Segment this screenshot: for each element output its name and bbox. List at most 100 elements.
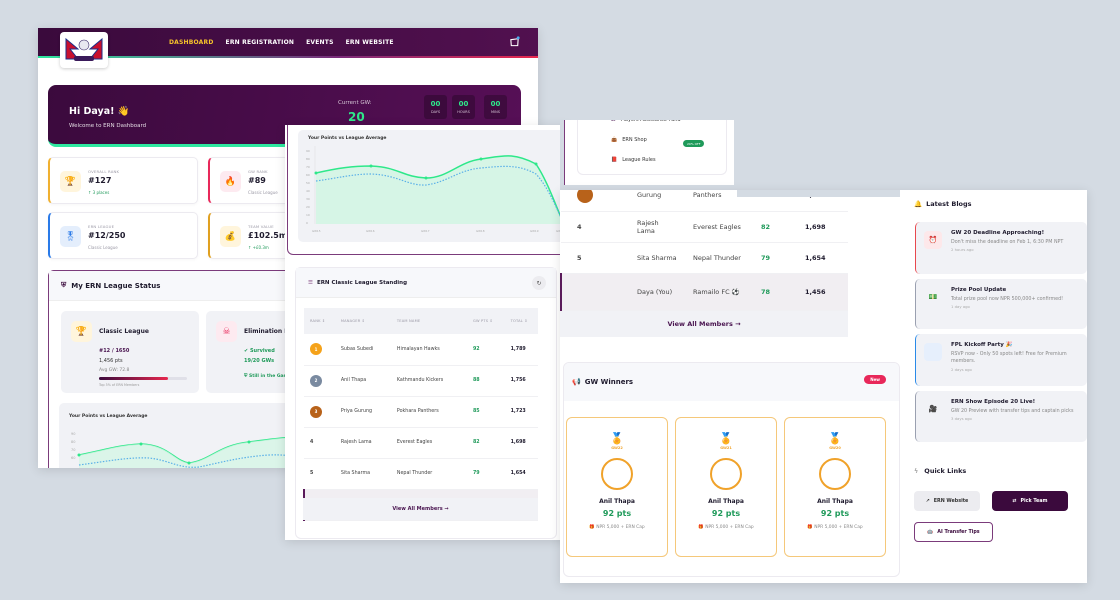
nav-links: DASHBOARD ERN REGISTRATION EVENTS ERN WE… [169, 39, 394, 46]
stat-ern-league: 🎖 ERN LEAGUE #12/250 Classic League [48, 212, 198, 259]
svg-text:GW16: GW16 [366, 229, 375, 233]
fire-icon: 🔥 [220, 171, 241, 192]
nav-ern-registration[interactable]: ERN REGISTRATION [225, 38, 295, 46]
svg-text:GW18: GW18 [476, 229, 485, 233]
coins-icon: 💰 [220, 226, 241, 247]
blog-item[interactable]: 💵 Prize Pool Update Total prize pool now… [915, 279, 1087, 329]
svg-text:GW19: GW19 [530, 229, 539, 233]
svg-text:30: 30 [306, 197, 310, 201]
winner-avatar [710, 458, 742, 490]
table-row: 5 Sita Sharma Nepal Thunder 79 1,654 [304, 458, 538, 490]
svg-text:20: 20 [306, 205, 310, 209]
gift-icon: 🎁 [698, 525, 704, 530]
book-icon: 📕 [611, 157, 618, 163]
svg-text:80: 80 [306, 157, 310, 161]
table-row: 4 Rajesh Lama Everest Eagles 82 1,698 [304, 427, 538, 459]
swap-icon: ⇄ [1012, 498, 1017, 504]
nav-ern-website[interactable]: ERN WEBSITE [345, 38, 394, 46]
svg-text:50: 50 [306, 181, 310, 185]
line-chart-preview: 90 80 70 60 [71, 432, 315, 468]
winner-card[interactable]: 🏅 GW22 Anil Thapa 92 pts 🎁 NPR 5,000 + E… [566, 417, 668, 557]
nepal-flag-logo-icon [65, 37, 103, 61]
robot-icon: 🤖 [927, 529, 934, 535]
blog-item[interactable]: ⏰ GW 20 Deadline Approaching! Don't miss… [915, 222, 1087, 274]
col-manager[interactable]: MANAGER ⇕ [334, 308, 391, 334]
stat-team-value: 💰 TEAM VALUE £102.5m ↑ +£0.3m [208, 212, 358, 259]
current-gw-value: 20 [348, 110, 365, 124]
winner-card[interactable]: 🏅 GW21 Anil Thapa 92 pts 🎁 NPR 5,000 + E… [675, 417, 777, 557]
blog-item[interactable]: 🎥 ERN Show Episode 20 Live! GW 20 Previe… [915, 391, 1087, 442]
quick-menu-screenshot: ⚖ Players Assistance Fund 👜 ERN Shop 20%… [560, 120, 738, 192]
svg-text:GW17: GW17 [421, 229, 430, 233]
money-icon: 💵 [928, 293, 938, 301]
welcome-subtitle: Welcome to ERN Dashboard [69, 123, 147, 129]
nav-dashboard[interactable]: DASHBOARD [169, 38, 214, 46]
gift-icon: 🎁 [589, 525, 595, 530]
menu-ern-shop[interactable]: 👜 ERN Shop [611, 137, 647, 143]
survived-status: ✔ Survived [244, 348, 275, 354]
table-row: 3 Priya Gurung Pokhara Panthers 85 1,723 [304, 396, 538, 428]
svg-text:40: 40 [306, 189, 310, 193]
view-all-members-link[interactable]: View All Members → [303, 498, 538, 520]
new-badge: New [864, 375, 886, 384]
shopping-bag-icon[interactable] [509, 36, 520, 47]
svg-text:80: 80 [71, 440, 75, 444]
gift-icon: 🎁 [807, 525, 813, 530]
winner-card[interactable]: 🏅 GW20 Anil Thapa 92 pts 🎁 NPR 5,000 + E… [784, 417, 886, 557]
view-all-members-link[interactable]: View All Members → [560, 310, 848, 337]
megaphone-icon: 📢 [572, 378, 581, 386]
countdown-days: 00 DAYS [424, 95, 447, 119]
blog-item[interactable]: FPL Kickoff Party 🎉 RSVP now - Only 50 s… [915, 334, 1087, 386]
table-row: 4 Rajesh Lama Everest Eagles 82 1,698 [561, 211, 848, 243]
hand-icon: ⚖ [611, 120, 616, 123]
current-gw-label: Current GW: [338, 100, 372, 106]
gw-winners-header: 📢 GW Winners [564, 363, 899, 401]
latest-blogs-title: 🔔 Latest Blogs [914, 200, 972, 208]
winner-avatar [819, 458, 851, 490]
svg-text:90: 90 [71, 432, 75, 436]
svg-text:GW15: GW15 [312, 229, 321, 233]
dashboard-screenshot-standing: Your Points vs League Average 90 80 70 60 5… [285, 125, 570, 540]
table-row: 2 Anil Thapa Kathmandu Kickers 88 1,756 [304, 365, 538, 397]
points-chart-card: Your Points vs League Average 90 80 70 60 5… [287, 125, 570, 255]
menu-players-assistance-fund[interactable]: ⚖ Players Assistance Fund [611, 120, 681, 123]
dashboard-screenshot-right: Gurung Panthers 85 1,723 4 Rajesh Lama E… [560, 190, 1087, 583]
top-navbar: DASHBOARD ERN REGISTRATION EVENTS ERN WE… [38, 28, 538, 68]
bolt-icon: ϟ [914, 467, 919, 475]
ern-website-button[interactable]: ↗ ERN Website [914, 491, 980, 511]
medal-icon: 🎖 [60, 226, 81, 247]
svg-text:60: 60 [71, 456, 75, 460]
menu-league-rules[interactable]: 📕 League Rules [611, 157, 656, 163]
nav-events[interactable]: EVENTS [306, 38, 334, 46]
svg-text:10: 10 [306, 213, 310, 217]
ern-logo[interactable] [60, 32, 108, 68]
shop-bag-icon: 👜 [611, 137, 618, 143]
points-line-chart: 90 80 70 60 50 40 30 20 10 0 GW15 GW16 GW17 [306, 146, 566, 233]
pick-team-button[interactable]: ⇄ Pick Team [992, 491, 1068, 511]
classic-league-card[interactable]: 🏆 Classic League #12 / 1650 1,456 pts Av… [61, 311, 199, 393]
countdown-hours: 00 HOURS [452, 95, 475, 119]
greeting: Hi Daya! 👋 [69, 106, 130, 117]
table-row: 1 Subas Subedi Himalayan Hawks 92 1,789 [304, 334, 538, 366]
bell-icon: 🔔 [914, 200, 923, 208]
col-total[interactable]: TOTAL ⇕ [504, 308, 538, 334]
sidebar-panel: 🔔 Latest Blogs ⏰ GW 20 Deadline Approach… [900, 190, 1087, 583]
trophy-icon: 🏆 [60, 171, 81, 192]
welcome-hero: Hi Daya! 👋 Welcome to ERN Dashboard Curr… [48, 85, 521, 147]
refresh-button[interactable]: ↻ [532, 276, 546, 290]
skull-icon: ☠ [216, 321, 237, 342]
svg-text:60: 60 [306, 173, 310, 177]
table-row: 5 Sita Sharma Nepal Thunder 79 1,654 [561, 242, 848, 274]
svg-text:0: 0 [306, 221, 308, 225]
quick-menu-card: ⚖ Players Assistance Fund 👜 ERN Shop 20%… [564, 120, 734, 185]
table-row-you: Daya (You) Ramailo FC ⚽ 78 1,456 [560, 273, 848, 311]
party-icon [924, 343, 942, 361]
still-in-game: ⛨ Still in the Game [244, 374, 292, 379]
video-icon: 🎥 [928, 405, 938, 413]
ai-transfer-tips-button[interactable]: 🤖 AI Transfer Tips [914, 522, 993, 542]
medal-icon: 🏅 [610, 432, 624, 445]
standing-table-continued: Gurung Panthers 85 1,723 4 Rajesh Lama E… [560, 190, 848, 337]
svg-text:70: 70 [71, 448, 75, 452]
col-rank[interactable]: RANK ⇕ [304, 308, 335, 334]
col-gw-pts[interactable]: GW PTS ⇕ [466, 308, 505, 334]
